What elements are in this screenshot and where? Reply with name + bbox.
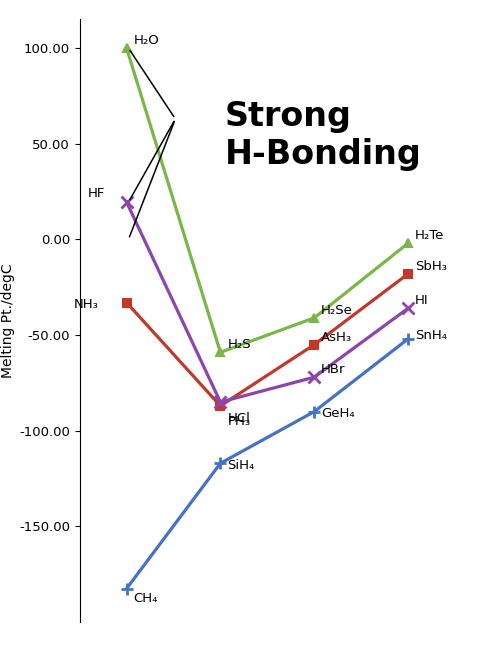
Y-axis label: Melting Pt./degC: Melting Pt./degC — [1, 264, 15, 378]
Text: HI: HI — [415, 294, 429, 307]
Text: SnH₄: SnH₄ — [415, 329, 447, 342]
Text: Strong
H-Bonding: Strong H-Bonding — [225, 100, 422, 171]
Text: H₂S: H₂S — [228, 338, 251, 351]
Text: SiH₄: SiH₄ — [228, 459, 254, 472]
Text: GeH₄: GeH₄ — [321, 407, 355, 420]
Text: H₂O: H₂O — [133, 34, 159, 47]
Text: SbH₃: SbH₃ — [415, 260, 447, 273]
Text: HBr: HBr — [321, 363, 346, 376]
Text: H₂Te: H₂Te — [415, 229, 444, 242]
Text: AsH₃: AsH₃ — [321, 330, 352, 343]
Text: HCl: HCl — [228, 411, 250, 424]
Text: HF: HF — [88, 187, 105, 200]
Text: H₂Se: H₂Se — [321, 304, 353, 317]
Text: NH₃: NH₃ — [74, 298, 99, 311]
Text: CH₄: CH₄ — [133, 592, 158, 605]
Text: PH₃: PH₃ — [228, 415, 250, 428]
